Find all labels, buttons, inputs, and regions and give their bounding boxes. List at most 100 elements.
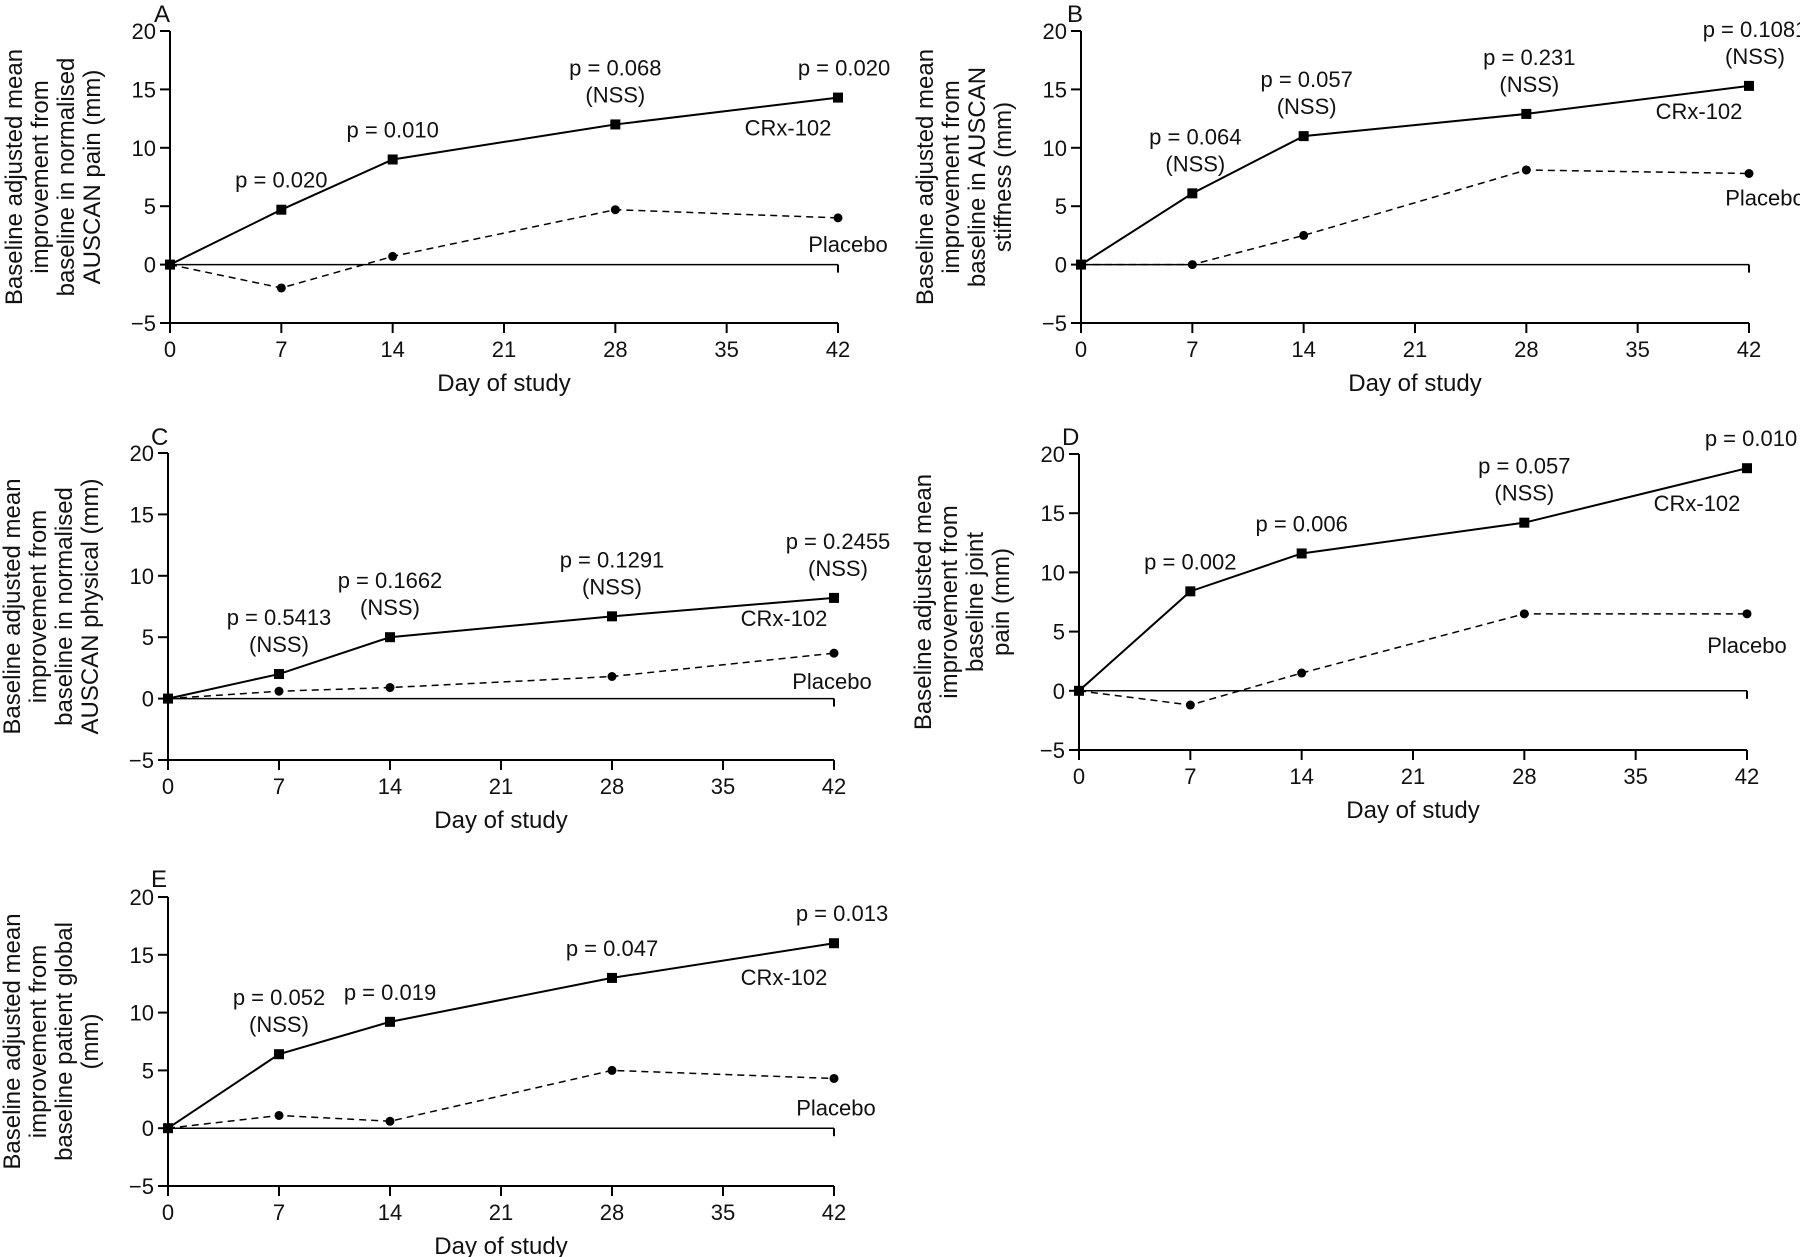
p-value-label: p = 0.010 <box>346 117 438 142</box>
p-value-label: p = 0.020 <box>798 56 890 81</box>
data-point-crx-102 <box>387 154 398 165</box>
p-value-label: p = 0.1662 <box>338 568 443 593</box>
x-tick-label: 35 <box>711 1200 735 1225</box>
data-point-placebo <box>165 260 175 270</box>
y-tick-label: 15 <box>130 943 154 968</box>
data-point-placebo <box>1074 686 1084 696</box>
x-tick-label: 28 <box>600 774 624 799</box>
data-point-placebo <box>1185 700 1195 710</box>
y-tick-label: 10 <box>130 564 154 589</box>
y-tick-label: −5 <box>129 1174 154 1199</box>
x-tick-label: 21 <box>489 1200 513 1225</box>
significance-label: (NSS) <box>1165 151 1225 176</box>
data-point-placebo <box>276 283 286 293</box>
series-line-crx-102 <box>1078 467 1748 692</box>
series-label-placebo: Placebo <box>1707 633 1787 658</box>
data-point-crx-102 <box>607 611 617 622</box>
chart-panel-d: D −5 0 5 10 15 20 0 7 14 21 28 35 42 Day of study Basel… <box>910 424 1797 824</box>
y-axis-title-line: improvement from <box>27 80 54 273</box>
y-tick-label: 5 <box>1055 194 1067 219</box>
p-value-label: p = 0.013 <box>796 901 888 926</box>
y-tick-label: 5 <box>142 625 154 650</box>
y-axis-title-line: improvement from <box>25 945 52 1138</box>
x-tick-label: 42 <box>826 337 850 362</box>
y-axis-title-line: baseline patient global <box>51 922 78 1161</box>
significance-label: (NSS) <box>249 632 309 657</box>
data-point-crx-102 <box>1744 80 1754 91</box>
x-tick-label: 42 <box>1735 764 1759 789</box>
x-tick-label: 0 <box>1073 764 1085 789</box>
y-axis-title-line: AUSCAN physical (mm) <box>77 478 104 734</box>
significance-label: (NSS) <box>249 1012 309 1037</box>
chart-panel-e: E −5 0 5 10 15 20 0 7 14 21 28 35 42 Day of study Basel… <box>0 866 888 1257</box>
x-axis-title: Day of study <box>434 807 567 834</box>
data-point-placebo <box>163 1123 173 1133</box>
data-point-placebo <box>1519 609 1529 619</box>
series-label-placebo: Placebo <box>796 1095 876 1120</box>
x-tick-label: 0 <box>164 337 176 362</box>
panel-letter: B <box>1067 1 1083 28</box>
y-tick-label: 0 <box>142 687 154 712</box>
y-tick-label: 15 <box>1041 501 1065 526</box>
data-point-placebo <box>829 648 839 658</box>
x-tick-label: 35 <box>1623 764 1647 789</box>
panel-letter: E <box>151 866 167 893</box>
data-point-crx-102 <box>274 1049 284 1060</box>
y-tick-label: −5 <box>129 748 154 773</box>
y-tick-label: 20 <box>130 441 154 466</box>
y-tick-label: 10 <box>1043 136 1067 161</box>
data-point-crx-102 <box>1298 131 1309 142</box>
p-value-label: p = 0.064 <box>1149 124 1241 149</box>
y-axis-title-line: baseline in normalised <box>53 58 80 297</box>
data-point-placebo <box>388 251 398 261</box>
x-tick-label: 42 <box>822 774 846 799</box>
y-tick-label: 20 <box>1041 442 1065 467</box>
y-axis-title-line: baseline joint <box>962 532 989 672</box>
data-point-placebo <box>385 1116 395 1126</box>
p-value-label: p = 0.057 <box>1478 454 1570 479</box>
x-tick-label: 14 <box>1291 337 1315 362</box>
data-point-placebo <box>1076 260 1086 270</box>
y-tick-label: −5 <box>131 311 156 336</box>
x-axis-title: Day of study <box>437 370 570 397</box>
x-axis-title: Day of study <box>1346 797 1479 824</box>
y-axis-title-line: AUSCAN pain (mm) <box>79 70 106 285</box>
x-tick-label: 35 <box>714 337 738 362</box>
y-tick-label: 10 <box>132 136 156 161</box>
data-point-placebo <box>607 671 617 681</box>
series-line-placebo <box>1081 169 1750 266</box>
y-axis-title-line: Baseline adjusted mean <box>1 49 28 305</box>
data-point-crx-102 <box>829 938 839 949</box>
x-tick-label: 14 <box>378 1200 402 1225</box>
p-value-label: p = 0.002 <box>1144 549 1236 574</box>
data-point-placebo <box>833 213 843 223</box>
data-point-crx-102 <box>1521 108 1532 119</box>
significance-label: (NSS) <box>1725 44 1785 69</box>
y-tick-label: −5 <box>1040 738 1065 763</box>
significance-label: (NSS) <box>360 595 420 620</box>
y-axis-title-line: improvement from <box>936 505 963 698</box>
x-tick-label: 35 <box>1625 337 1649 362</box>
data-point-crx-102 <box>1519 517 1530 528</box>
y-axis-title-line: improvement from <box>938 80 965 273</box>
p-value-label: p = 0.1291 <box>560 547 665 572</box>
data-point-crx-102 <box>1187 188 1198 199</box>
x-tick-label: 14 <box>378 774 402 799</box>
x-tick-label: 28 <box>1514 337 1538 362</box>
y-tick-label: 20 <box>132 19 156 44</box>
y-axis-title-line: Baseline adjusted mean <box>0 913 26 1169</box>
y-tick-label: 5 <box>144 194 156 219</box>
x-tick-label: 21 <box>489 774 513 799</box>
y-tick-label: 20 <box>1043 19 1067 44</box>
series-label-placebo: Placebo <box>1725 185 1800 210</box>
data-point-placebo <box>607 1065 617 1075</box>
x-tick-label: 7 <box>273 1200 285 1225</box>
y-axis-title: Baseline adjusted meanimprovement fromba… <box>0 478 104 734</box>
data-point-crx-102 <box>829 592 839 603</box>
x-tick-label: 0 <box>1075 337 1087 362</box>
data-point-placebo <box>1521 165 1531 175</box>
panel-letter: D <box>1062 424 1079 451</box>
p-value-label: p = 0.231 <box>1483 45 1575 70</box>
y-tick-label: 15 <box>132 77 156 102</box>
